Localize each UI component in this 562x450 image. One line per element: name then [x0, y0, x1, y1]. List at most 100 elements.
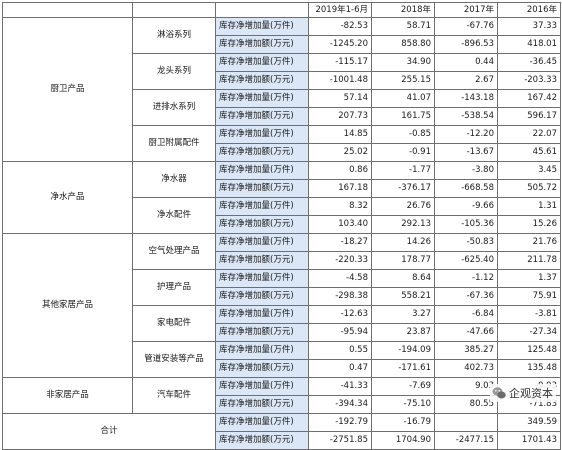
category-label: 净水产品 [2, 161, 133, 234]
value-cell: 0.86 [308, 161, 372, 180]
metric-label: 库存净增加额(万元) [215, 251, 309, 270]
product-label: 管道安装等产品 [132, 341, 216, 378]
table-row: 库存净增加额(万元) 207.73 161.75 -538.54 596.17 [3, 107, 561, 126]
header-2017: 2017年 [434, 2, 498, 18]
total-value-cell: -2477.15 [434, 431, 498, 450]
value-cell: 37.33 [497, 17, 561, 36]
value-cell: 125.48 [497, 341, 561, 360]
value-cell: 75.91 [497, 287, 561, 306]
product-label: 进排水系列 [132, 89, 216, 126]
value-cell: -36.45 [497, 53, 561, 72]
value-cell: 103.40 [308, 215, 372, 234]
value-cell: -1245.20 [308, 35, 372, 54]
metric-label: 库存净增加量(万件) [215, 305, 309, 324]
value-cell: -538.54 [434, 107, 498, 126]
product-label: 护理产品 [132, 269, 216, 306]
table-row: 库存净增加额(万元) 25.02 -0.91 -13.67 45.61 [3, 143, 561, 162]
metric-label: 库存净增加量(万件) [215, 197, 309, 216]
total-value-cell: -192.79 [308, 413, 372, 432]
metric-label: 库存净增加量(万件) [215, 341, 309, 360]
value-cell: -203.33 [497, 71, 561, 90]
metric-label: 库存净增加额(万元) [215, 35, 309, 54]
product-label: 家电配件 [132, 305, 216, 342]
value-cell: 22.07 [497, 125, 561, 144]
value-cell: 255.15 [371, 71, 435, 90]
table-row: 厨卫附属配件 库存净增加量(万件) 14.85 -0.85 -12.20 22.07 [3, 125, 561, 162]
value-cell: -194.09 [371, 341, 435, 360]
metric-label: 库存净增加量(万件) [215, 377, 309, 396]
header-blank-category [2, 2, 133, 18]
value-cell: 14.26 [371, 233, 435, 252]
value-cell: 211.78 [497, 251, 561, 270]
value-cell: 14.85 [308, 125, 372, 144]
value-cell: -47.66 [434, 323, 498, 342]
total-value-cell [434, 413, 498, 432]
table-row: 库存净增加额(万元) -220.33 178.77 -625.40 211.78 [3, 251, 561, 270]
value-cell: -50.83 [434, 233, 498, 252]
product-label: 厨卫附属配件 [132, 125, 216, 162]
value-cell: -3.80 [434, 161, 498, 180]
value-cell: 34.90 [371, 53, 435, 72]
value-cell: -12.20 [434, 125, 498, 144]
metric-label: 库存净增加额(万元) [215, 215, 309, 234]
value-cell: -668.58 [434, 179, 498, 198]
value-cell: -13.67 [434, 143, 498, 162]
metric-label: 库存净增加量(万件) [215, 53, 309, 72]
value-cell: -67.76 [434, 17, 498, 36]
value-cell: -1.77 [371, 161, 435, 180]
metric-label: 库存净增加量(万件) [215, 125, 309, 144]
value-cell: 45.61 [497, 143, 561, 162]
value-cell: 8.32 [308, 197, 372, 216]
value-cell: 2.67 [434, 71, 498, 90]
metric-label: 库存净增加量(万件) [215, 161, 309, 180]
metric-label: 库存净增加额(万元) [215, 287, 309, 306]
value-cell: -298.38 [308, 287, 372, 306]
value-cell: 15.26 [497, 215, 561, 234]
value-cell: 57.14 [308, 89, 372, 108]
table-row: 净水产品 净水器 库存净增加量(万件) 0.86 -1.77 -3.80 3.45 [2, 161, 561, 234]
category-label: 其他家居产品 [2, 233, 133, 378]
value-cell: -625.40 [434, 251, 498, 270]
table-row: 管道安装等产品 库存净增加量(万件) 0.55 -194.09 385.27 125.48 [3, 341, 561, 378]
value-cell: -95.94 [308, 323, 372, 342]
value-cell: 0.55 [308, 341, 372, 360]
value-cell: 21.76 [497, 233, 561, 252]
value-cell: -376.17 [371, 179, 435, 198]
table-row: 库存净增加额(万元) 103.40 292.13 -105.36 15.26 [3, 215, 561, 234]
value-cell: -4.58 [308, 269, 372, 288]
value-cell: 167.42 [497, 89, 561, 108]
category-label: 厨卫产品 [2, 17, 133, 162]
value-cell: 9.03 [434, 377, 498, 396]
total-value-cell: -2751.85 [308, 431, 372, 450]
value-cell: 23.87 [371, 323, 435, 342]
metric-label: 库存净增加额(万元) [215, 431, 309, 450]
value-cell: 178.77 [371, 251, 435, 270]
value-cell: 3.27 [371, 305, 435, 324]
wechat-icon [492, 387, 506, 399]
value-cell: -41.33 [308, 377, 372, 396]
value-cell: -896.53 [434, 35, 498, 54]
value-cell: 596.17 [497, 107, 561, 126]
value-cell: 26.76 [371, 197, 435, 216]
value-cell: 167.18 [308, 179, 372, 198]
table-row: 厨卫产品 淋浴系列 库存净增加量(万件) -82.53 58.71 -67.76 37.33 [2, 17, 561, 162]
value-cell: 558.21 [371, 287, 435, 306]
value-cell: 418.01 [497, 35, 561, 54]
value-cell: 41.07 [371, 89, 435, 108]
product-label: 汽车配件 [132, 377, 216, 414]
metric-label: 库存净增加额(万元) [215, 71, 309, 90]
watermark-text: 企观资本 [509, 387, 553, 400]
value-cell: 858.80 [371, 35, 435, 54]
value-cell: 8.64 [371, 269, 435, 288]
metric-label: 库存净增加量(万件) [215, 17, 309, 36]
product-label: 净水配件 [132, 197, 216, 234]
value-cell: -220.33 [308, 251, 372, 270]
watermark: 企观资本 [490, 384, 556, 402]
value-cell: -18.27 [308, 233, 372, 252]
total-value-cell: -16.79 [371, 413, 435, 432]
value-cell: 1.31 [497, 197, 561, 216]
total-value-cell: 1704.90 [371, 431, 435, 450]
value-cell: 207.73 [308, 107, 372, 126]
